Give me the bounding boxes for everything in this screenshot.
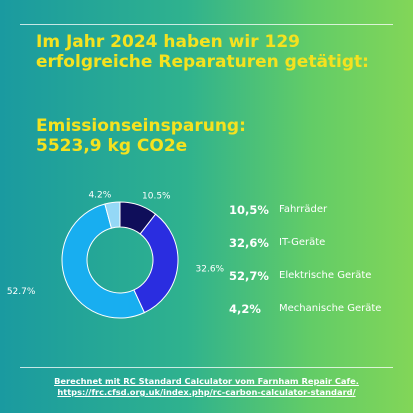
- top-divider: [20, 24, 393, 25]
- legend-label: IT-Geräte: [279, 237, 326, 248]
- legend-pct: 52,7%: [229, 269, 269, 283]
- donut-slice-mechanische-geraete: [104, 201, 121, 229]
- donut-data-label: 10.5%: [142, 192, 171, 202]
- emission-value: 5523,9 kg CO2e: [36, 136, 188, 156]
- legend-pct: 32,6%: [229, 236, 269, 250]
- donut-chart: 10.5% 32.6% 52.7% 4.2%: [7, 191, 225, 319]
- source-note: Berechnet mit RC Standard Calculator vom…: [54, 376, 359, 386]
- emission-label: Emissionseinsparung:: [36, 116, 246, 136]
- source-link[interactable]: https://frc.cfsd.org.uk/index.php/rc-car…: [57, 387, 356, 397]
- donut-data-label: 32.6%: [196, 265, 225, 275]
- legend-label: Elektrische Geräte: [279, 270, 372, 281]
- footer-source: Berechnet mit RC Standard Calculator vom…: [0, 376, 413, 398]
- legend-item-fahrraeder: 10,5% Fahrräder: [229, 199, 413, 232]
- legend-item-mechanische-geraete: 4,2% Mechanische Geräte: [229, 298, 413, 331]
- donut-data-label: 4.2%: [88, 191, 111, 201]
- legend-label: Fahrräder: [279, 204, 328, 215]
- emission-block: Emissionseinsparung: 5523,9 kg CO2e: [36, 116, 396, 156]
- chart-legend: 10,5% Fahrräder 32,6% IT-Geräte 52,7% El…: [229, 199, 413, 331]
- legend-item-elektrische-geraete: 52,7% Elektrische Geräte: [229, 265, 413, 298]
- bottom-divider: [20, 367, 393, 368]
- legend-pct: 10,5%: [229, 203, 269, 217]
- donut-slice-elektrische-geraete: [61, 203, 146, 319]
- headline: Im Jahr 2024 haben wir 129 erfolgreiche …: [36, 32, 369, 72]
- legend-label: Mechanische Geräte: [279, 303, 382, 314]
- legend-pct: 4,2%: [229, 302, 261, 316]
- legend-item-it-geraete: 32,6% IT-Geräte: [229, 232, 413, 265]
- donut-data-label: 52.7%: [7, 287, 36, 297]
